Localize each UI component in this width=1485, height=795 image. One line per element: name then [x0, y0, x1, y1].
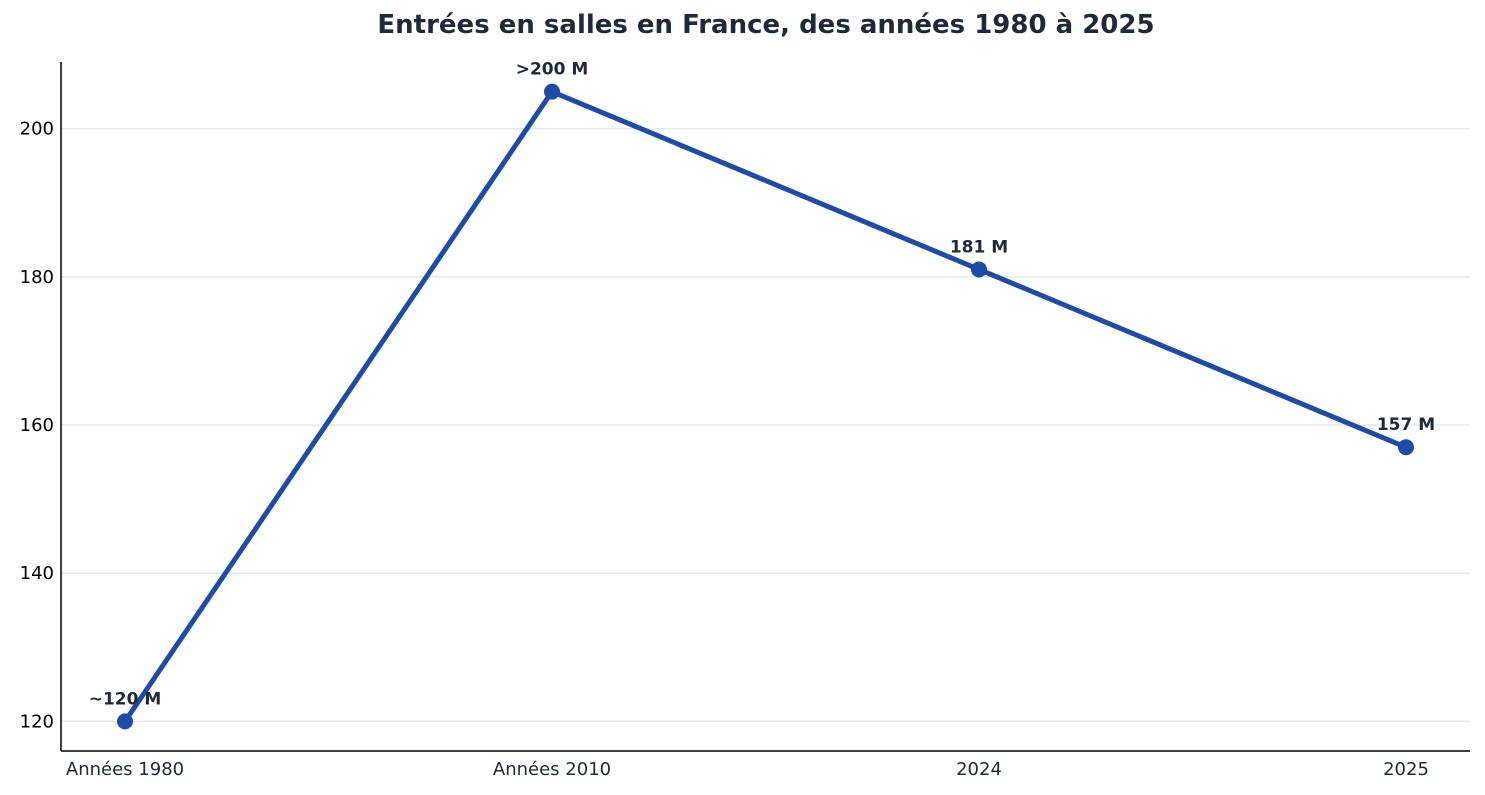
- data-point: [117, 713, 133, 730]
- data-label: ~120 M: [89, 689, 162, 709]
- data-point: [544, 83, 560, 100]
- data-point: [971, 261, 987, 278]
- grid-lines: [61, 127, 1470, 723]
- data-labels: ~120 M >200 M 181 M 157 M: [89, 60, 1435, 710]
- y-axis-ticks: 120 140 160 180 200: [20, 119, 54, 733]
- series-line: [122, 89, 1409, 724]
- x-axis-ticks: Années 1980 Années 2010 2024 2025: [66, 759, 1429, 780]
- data-point: [1398, 439, 1414, 456]
- x-tick-label: 2024: [956, 759, 1002, 780]
- data-label: >200 M: [516, 60, 589, 80]
- y-tick-label: 140: [20, 563, 54, 584]
- data-label: 157 M: [1377, 415, 1435, 435]
- y-tick-label: 120: [20, 711, 54, 732]
- y-tick-label: 160: [20, 415, 54, 436]
- x-tick-label: Années 2010: [493, 759, 611, 780]
- axes: [60, 62, 1470, 752]
- data-label: 181 M: [950, 237, 1008, 257]
- y-tick-label: 200: [20, 119, 54, 140]
- x-tick-label: Années 1980: [66, 759, 184, 780]
- x-tick-label: 2025: [1383, 759, 1429, 780]
- chart-title: Entrées en salles en France, des années …: [377, 10, 1155, 40]
- y-tick-label: 180: [20, 267, 54, 288]
- series: [117, 83, 1414, 730]
